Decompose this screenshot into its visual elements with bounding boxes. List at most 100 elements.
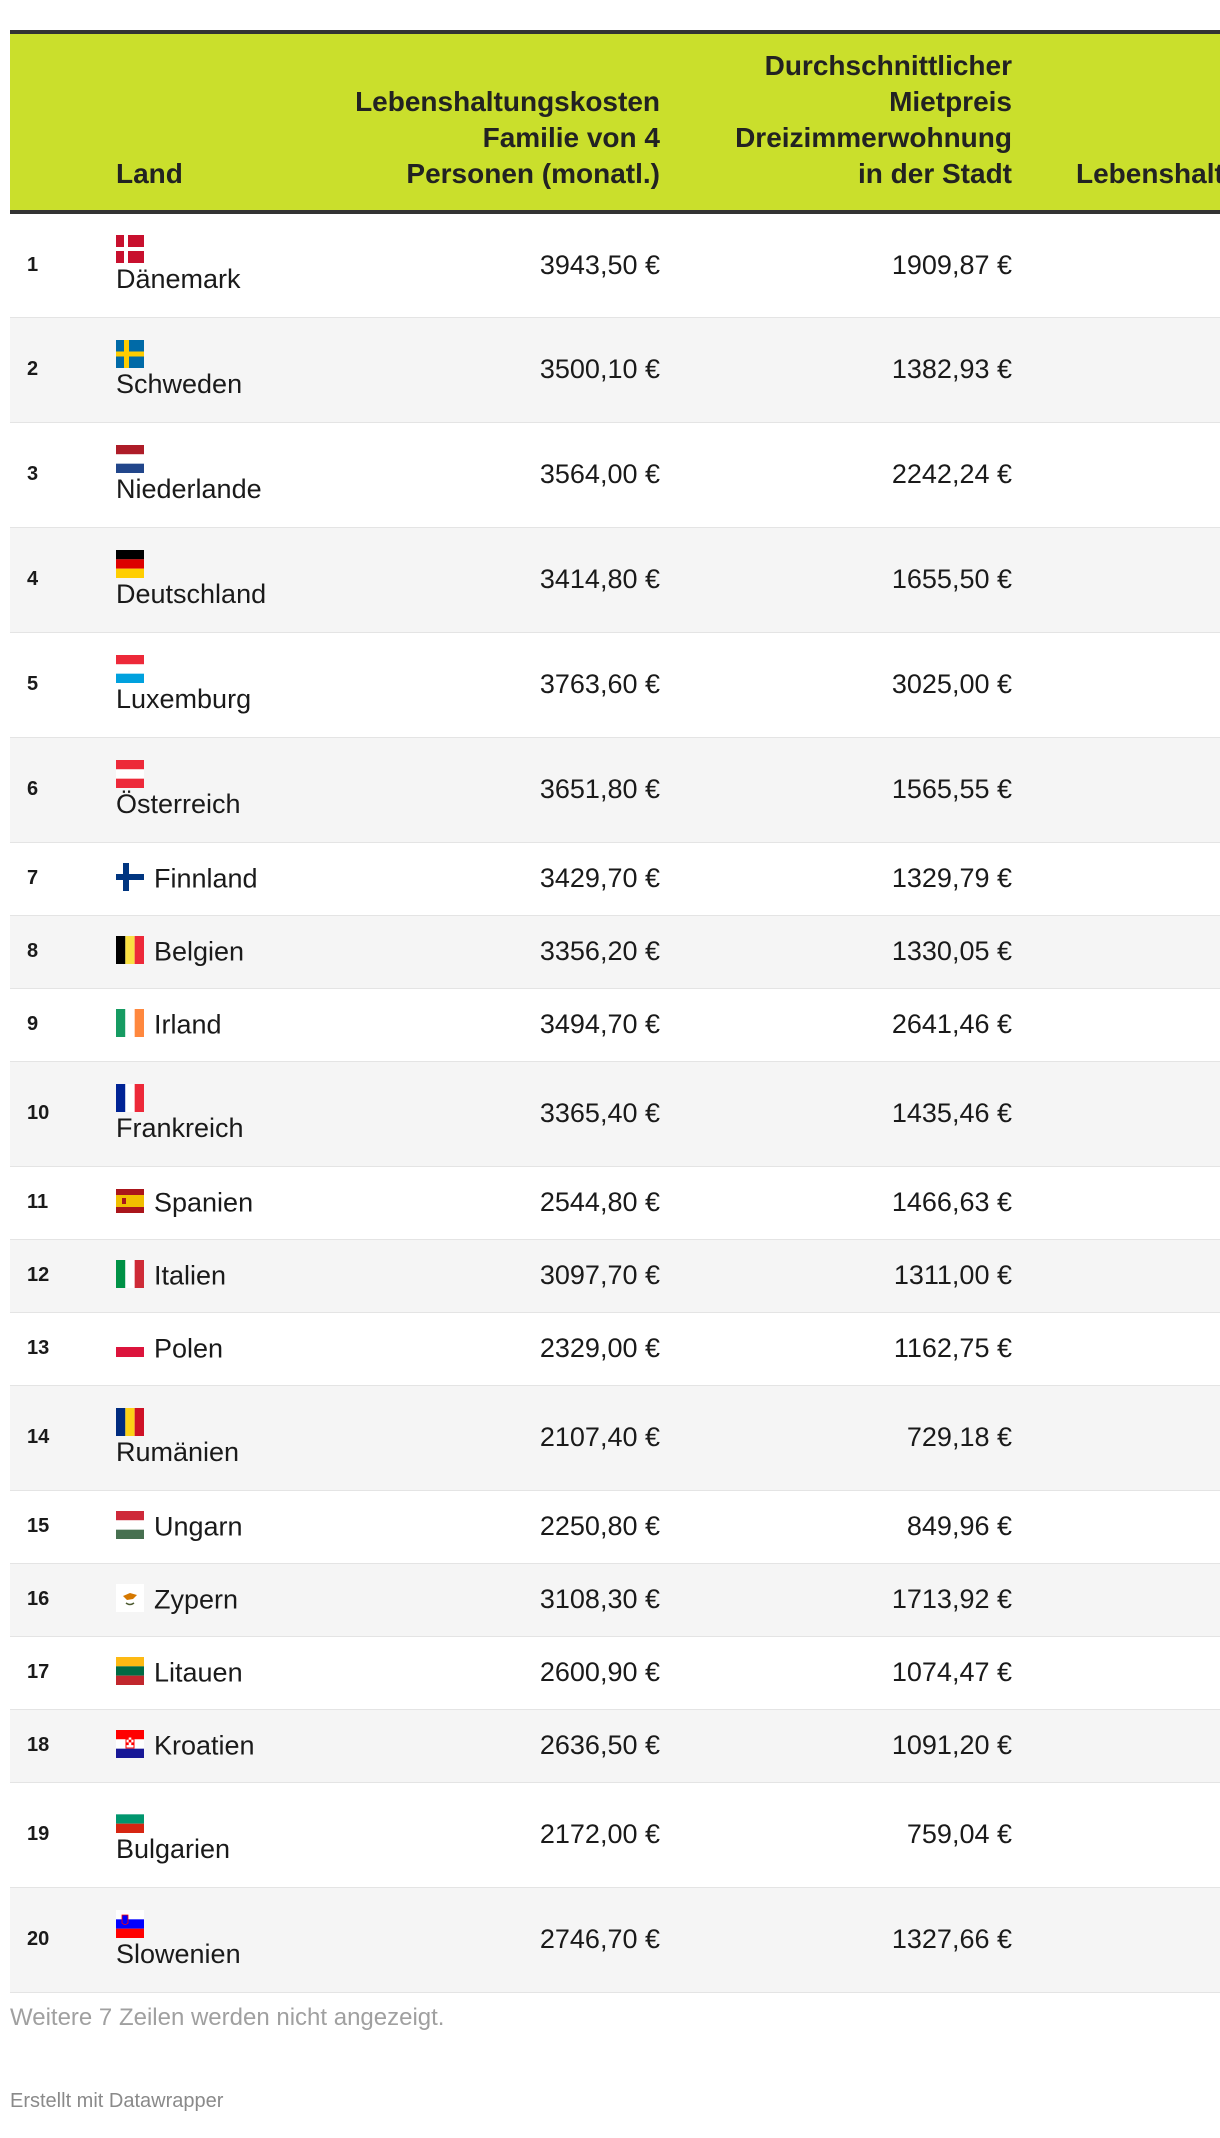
denmark-flag-icon [116,235,144,264]
rent-cell: 1382,93 € [891,354,1012,384]
rent-cell: 1329,79 € [891,863,1012,893]
country-name: Schweden [116,368,243,399]
cost-cell: 3414,80 € [539,564,660,594]
table-row: 1 Dänemark 3943,50 € 1909,87 € [10,212,1220,317]
croatia-flag-icon [116,1730,144,1759]
table-row: 15 Ungarn 2250,80 € 849,96 € [10,1490,1220,1563]
rent-cell: 849,96 € [906,1511,1012,1541]
rank-cell: 7 [27,867,39,889]
rank-cell: 6 [27,778,39,800]
country-cell: Zypern [105,1563,335,1636]
country-cell: Ungarn [105,1490,335,1563]
table-row: 2 Schweden 3500,10 € 1382,93 € [10,317,1220,422]
extra-cell [1012,632,1220,737]
table-row: 16 Zypern 3108,30 € 1713,92 € [10,1563,1220,1636]
rank-cell: 13 [27,1337,50,1359]
extra-cell [1012,1312,1220,1385]
slovenia-flag-icon [116,1909,144,1938]
rank-cell: 19 [27,1823,50,1845]
table-row: 10 Frankreich 3365,40 € 1435,46 € [10,1061,1220,1166]
country-name: Dänemark [116,264,241,295]
country-cell: Luxemburg [105,632,335,737]
table-row: 13 Polen 2329,00 € 1162,75 € [10,1312,1220,1385]
header-land[interactable]: Land [116,158,183,189]
table-row: 5 Luxemburg 3763,60 € 3025,00 € [10,632,1220,737]
rank-cell: 16 [27,1588,50,1610]
country-name: Bulgarien [116,1833,231,1864]
cost-cell: 2107,40 € [539,1422,660,1452]
rank-cell: 15 [27,1515,50,1537]
country-name: Zypern [154,1584,239,1615]
table-row: 3 Niederlande 3564,00 € 2242,24 € [10,422,1220,527]
rank-cell: 5 [27,673,39,695]
country-cell: Italien [105,1239,335,1312]
country-name: Frankreich [116,1112,244,1143]
header-cost[interactable]: Lebenshaltungskosten Familie von 4 Perso… [335,32,660,212]
rent-cell: 729,18 € [906,1422,1012,1452]
extra-cell [1012,915,1220,988]
header-rent-line: Mietpreis [889,86,1012,117]
rank-cell: 14 [27,1426,50,1448]
rent-cell: 1074,47 € [891,1657,1012,1687]
country-name: Italien [154,1260,227,1291]
netherlands-flag-icon [116,444,144,473]
rent-cell: 759,04 € [906,1819,1012,1849]
header-rent[interactable]: Durchschnittlicher Mietpreis Dreizimmerw… [660,32,1012,212]
table-row: 20 Slowenien 2746,70 € 1327,66 € [10,1887,1220,1992]
header-extra[interactable]: Lebenshalt [1076,158,1220,189]
sweden-flag-icon [116,339,144,368]
extra-cell [1012,212,1220,317]
country-cell: Dänemark [105,212,335,317]
table-row: 18 Kroatien 2636,50 € 1091,20 € [10,1709,1220,1782]
country-cell: Irland [105,988,335,1061]
rent-cell: 1909,87 € [891,249,1012,280]
extra-cell [1012,527,1220,632]
rank-cell: 11 [27,1191,49,1213]
rank-cell: 20 [27,1928,50,1950]
country-cell: Kroatien [105,1709,335,1782]
country-name: Spanien [154,1187,254,1218]
header-row: Land Lebenshaltungskosten Familie von 4 … [10,32,1220,212]
country-cell: Rumänien [105,1385,335,1490]
rent-cell: 1435,46 € [891,1098,1012,1128]
belgium-flag-icon [116,936,144,965]
germany-flag-icon [116,549,144,578]
country-cell: Schweden [105,317,335,422]
header-rank[interactable] [10,32,105,212]
table-row: 11 Spanien 2544,80 € 1466,63 € [10,1166,1220,1239]
ireland-flag-icon [116,1009,144,1038]
table-header: Land Lebenshaltungskosten Familie von 4 … [10,32,1220,212]
rank-cell: 8 [27,940,39,962]
datawrapper-credit[interactable]: Erstellt mit Datawrapper [10,2090,224,2112]
cost-cell: 3943,50 € [539,249,660,280]
country-name: Slowenien [116,1938,241,1969]
country-cell: Deutschland [105,527,335,632]
lithuania-flag-icon [116,1657,144,1686]
cost-cell: 2250,80 € [539,1511,660,1541]
extra-cell [1012,422,1220,527]
country-cell: Belgien [105,915,335,988]
country-name: Irland [154,1009,222,1040]
italy-flag-icon [116,1260,144,1289]
country-cell: Österreich [105,737,335,842]
cost-cell: 3429,70 € [539,863,660,893]
cost-cell: 2636,50 € [539,1730,660,1760]
rent-cell: 1162,75 € [893,1333,1012,1363]
rent-cell: 1713,92 € [891,1584,1012,1614]
header-rent-line: in der Stadt [857,158,1012,189]
table-row: 7 Finnland 3429,70 € 1329,79 € [10,842,1220,915]
extra-cell [1012,1887,1220,1992]
extra-cell [1012,1709,1220,1782]
rent-cell: 2242,24 € [891,459,1012,489]
hungary-flag-icon [116,1511,144,1540]
country-name: Polen [154,1333,224,1364]
rank-cell: 9 [27,1013,39,1035]
rank-cell: 10 [27,1102,50,1124]
country-name: Österreich [116,788,241,819]
table-row: 4 Deutschland 3414,80 € 1655,50 € [10,527,1220,632]
cost-cell: 3356,20 € [539,936,660,966]
extra-cell [1012,1636,1220,1709]
austria-flag-icon [116,759,144,788]
spain-flag-icon [116,1187,144,1215]
cost-cell: 3494,70 € [539,1009,660,1039]
